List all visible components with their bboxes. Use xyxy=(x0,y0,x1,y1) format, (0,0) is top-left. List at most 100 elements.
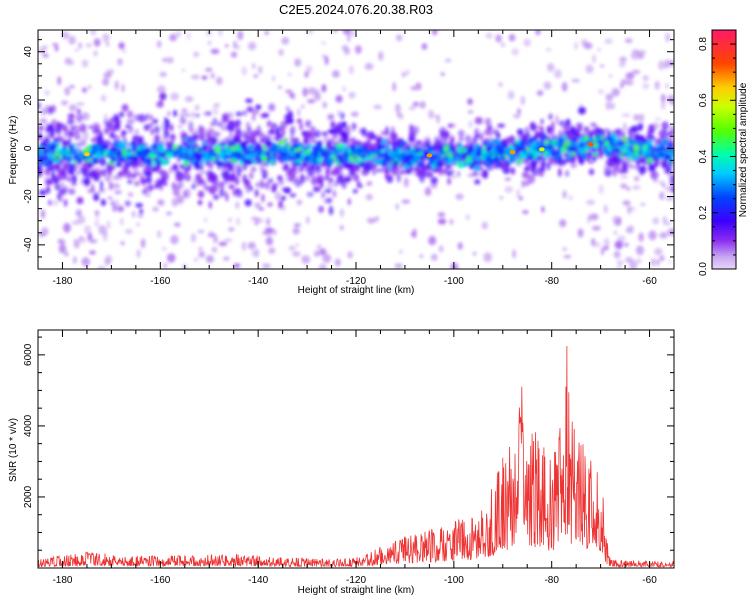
spectrogram-core-cell xyxy=(111,148,118,153)
spectrogram-band-cell xyxy=(197,190,205,199)
spectrogram-core-cell xyxy=(383,158,391,162)
spectrogram-noise-cell xyxy=(229,112,234,119)
spectrogram-band-cell xyxy=(631,125,639,133)
spectrogram-core-cell xyxy=(358,162,364,168)
spectrogram-core-cell xyxy=(566,145,571,151)
spectrogram-band-cell xyxy=(152,118,158,124)
snr-xlabel: Height of straight line (km) xyxy=(298,585,415,596)
spectrogram-noise-cell xyxy=(120,241,125,246)
spectrogram-band-cell xyxy=(50,163,58,171)
spectrogram-noise-cell xyxy=(585,64,594,74)
spectrogram-noise-cell xyxy=(652,217,660,225)
spectrogram-noise-cell xyxy=(93,38,101,47)
spectrogram-core-cell xyxy=(204,151,209,158)
spectrogram-core-cell xyxy=(68,163,75,168)
spectrogram-band-cell xyxy=(347,137,352,143)
spectrogram-noise-cell xyxy=(373,104,382,110)
spectrogram-noise-cell xyxy=(627,206,632,215)
spectrogram-core-cell xyxy=(547,148,553,153)
spectrogram-core-cell xyxy=(407,145,411,152)
spectrogram-noise-cell xyxy=(40,209,46,219)
spectrogram-band-cell xyxy=(282,129,286,136)
spectrogram-band-cell xyxy=(649,172,657,177)
spectrogram-band-cell xyxy=(639,165,647,174)
spectrogram-noise-cell xyxy=(248,172,254,180)
spectrogram-noise-cell xyxy=(313,92,321,101)
spectrogram-core-cell xyxy=(223,154,228,160)
spectrogram-core-cell xyxy=(542,157,546,162)
spectrogram-band-cell xyxy=(638,124,643,131)
spectrogram-band-cell xyxy=(648,163,656,171)
spectrogram-band-cell xyxy=(154,134,160,142)
spectrogram-band-cell xyxy=(367,135,372,142)
spectrogram-band-cell xyxy=(309,163,315,170)
spectrogram-core-cell xyxy=(492,150,499,155)
spectrogram-core-cell xyxy=(155,160,162,165)
spectrogram-band-cell xyxy=(107,166,112,177)
spectrogram-band-cell xyxy=(447,177,452,185)
spectrogram-band-cell xyxy=(244,132,249,142)
spectrogram-band-cell xyxy=(430,176,438,184)
spectrogram-core-cell xyxy=(120,155,125,163)
spectrogram-band-cell xyxy=(229,132,233,137)
spectrogram-band-cell xyxy=(127,192,134,197)
spectrogram-core-cell xyxy=(314,147,320,153)
spectrogram-band-cell xyxy=(79,139,87,147)
spectrogram-peak-cell xyxy=(426,153,433,158)
spectrogram-noise-cell xyxy=(287,72,292,77)
spectrogram-core-cell xyxy=(403,164,411,169)
spectrogram-band-cell xyxy=(196,113,200,118)
spectrogram-band-cell xyxy=(76,108,81,115)
spectrogram-band-cell xyxy=(57,193,61,201)
spectrogram-band-cell xyxy=(191,183,196,190)
spectrogram-noise-cell xyxy=(205,255,214,263)
spectrogram-band-cell xyxy=(67,113,76,119)
spectrogram-core-cell xyxy=(274,147,279,154)
spectrogram-noise-cell xyxy=(518,196,523,201)
spectrogram-core-cell xyxy=(72,149,77,154)
spectrogram-noise-cell xyxy=(57,76,62,86)
spectrogram-noise-cell xyxy=(339,208,344,218)
spectrogram-noise-cell xyxy=(225,44,229,48)
spectrogram-band-cell xyxy=(265,181,270,191)
spectrogram-noise-cell xyxy=(265,228,274,233)
spectrogram-noise-cell xyxy=(140,238,146,249)
spectrogram-band-cell xyxy=(250,139,257,146)
spectrogram-band-cell xyxy=(200,170,205,175)
spectrogram-band-cell xyxy=(159,92,167,101)
spectrogram-core-cell xyxy=(462,148,467,153)
spectrogram-band-cell xyxy=(497,123,506,128)
spectrogram-band-cell xyxy=(370,163,376,171)
spectrogram-noise-cell xyxy=(424,186,432,196)
spectrogram-noise-cell xyxy=(281,37,290,45)
spectrogram-core-cell xyxy=(73,153,79,160)
spectrogram-band-cell xyxy=(352,189,358,194)
spectrogram-noise-cell xyxy=(107,196,113,200)
spectrogram-noise-cell xyxy=(117,58,123,66)
spectrogram-noise-cell xyxy=(513,113,521,119)
spectrogram-core-cell xyxy=(587,145,592,150)
spectrogram-noise-cell xyxy=(583,42,593,50)
spectrogram-noise-cell xyxy=(412,101,420,107)
spectrogram-core-cell xyxy=(614,143,619,147)
spectrogram-noise-cell xyxy=(156,40,162,48)
spectrogram-noise-cell xyxy=(642,82,650,90)
spectrogram-core-cell xyxy=(93,157,98,165)
spectrogram-noise-cell xyxy=(68,35,76,45)
spectrogram-core-cell xyxy=(376,152,382,157)
spectrogram-noise-cell xyxy=(81,257,91,267)
spectrogram-core-cell xyxy=(295,159,303,163)
spectrogram-noise-cell xyxy=(104,174,112,183)
spectrogram-core-cell xyxy=(663,140,668,144)
spectrogram-core-cell xyxy=(607,146,612,152)
spectrogram-band-cell xyxy=(50,174,58,182)
spectrogram-noise-cell xyxy=(601,246,604,256)
spectrogram-noise-cell xyxy=(95,211,99,219)
spectrogram-noise-cell xyxy=(93,50,98,57)
spectrogram-noise-cell xyxy=(320,41,327,45)
spectrogram-core-cell xyxy=(534,139,539,145)
spectrogram-band-cell xyxy=(479,132,484,142)
spectrogram-noise-cell xyxy=(341,45,349,51)
x-tick-label: -160 xyxy=(150,276,170,287)
spectrogram-noise-cell xyxy=(603,204,608,214)
